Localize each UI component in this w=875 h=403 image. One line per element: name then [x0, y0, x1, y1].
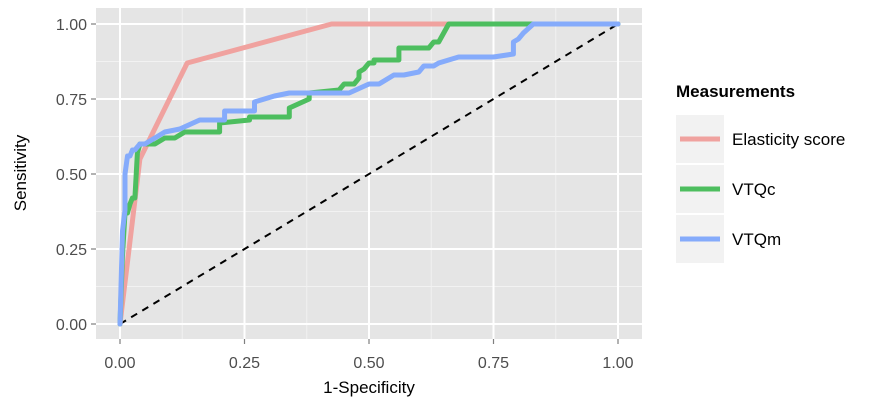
legend-item-vtqc: VTQc	[676, 165, 776, 213]
x-axis: 0.00 0.25 0.50 0.75 1.00	[104, 339, 634, 372]
legend-item-vtqm: VTQm	[676, 215, 781, 263]
x-tick-label: 0.25	[229, 355, 260, 372]
y-tick-label: 0.00	[56, 317, 87, 334]
y-tick-label: 1.00	[56, 17, 87, 34]
legend-title: Measurements	[676, 82, 795, 101]
series-line-vtqc	[117, 21, 621, 327]
series-lines	[117, 21, 621, 327]
y-tick-label: 0.50	[56, 167, 87, 184]
x-tick-label: 0.00	[104, 355, 135, 372]
legend-label: VTQc	[732, 180, 776, 199]
legend-label: Elasticity score	[732, 130, 845, 149]
x-tick-label: 0.50	[353, 355, 384, 372]
y-tick-label: 0.75	[56, 92, 87, 109]
y-tick-label: 0.25	[56, 242, 87, 259]
series-line-vtqm	[117, 21, 621, 327]
y-axis-title: Sensitivity	[11, 134, 30, 211]
x-axis-title: 1-Specificity	[323, 378, 415, 397]
legend-item-elasticity-score: Elasticity score	[676, 115, 845, 163]
legend: Measurements Elasticity score VTQc VTQm	[676, 82, 845, 263]
legend-label: VTQm	[732, 230, 781, 249]
reference-diagonal-line	[119, 23, 619, 325]
y-axis: 0.00 0.25 0.50 0.75 1.00	[56, 17, 96, 334]
x-tick-label: 0.75	[478, 355, 509, 372]
x-tick-label: 1.00	[602, 355, 633, 372]
